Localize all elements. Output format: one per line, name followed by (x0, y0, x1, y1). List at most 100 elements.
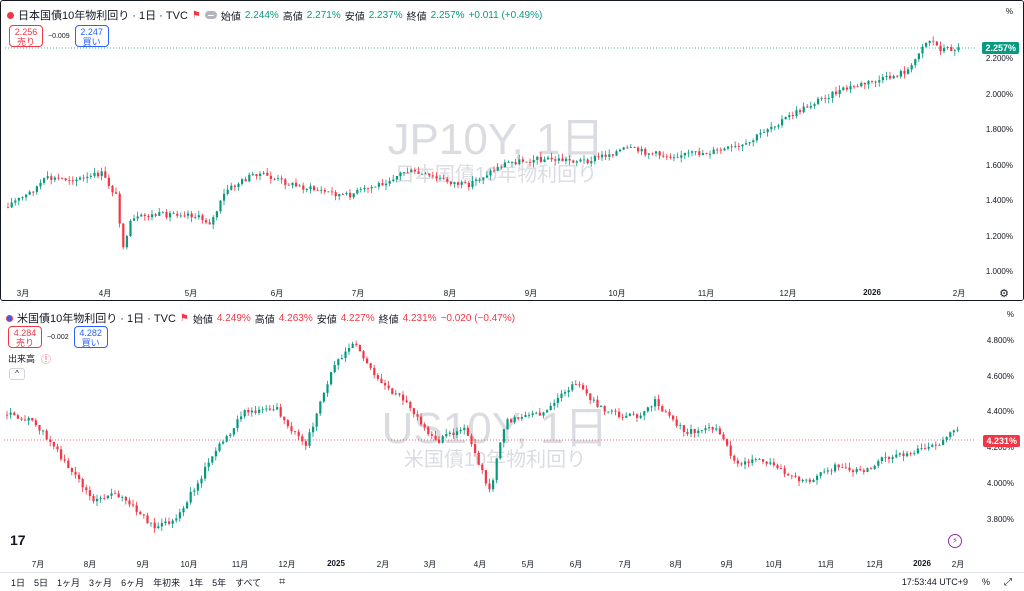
volume-label[interactable]: 出来高 (8, 354, 36, 364)
range-button[interactable]: 1年 (189, 577, 204, 588)
candle (528, 414, 531, 416)
price-tick: 1.600% (985, 160, 1013, 170)
jp10y-candles[interactable] (5, 1, 977, 283)
candle (237, 183, 240, 187)
candle (956, 429, 959, 431)
us10y-time-axis[interactable]: 7月 8月 9月 10月 11月 12月 2025 2月 3月 4月 5月 6月 7月 8月 9月 10月 11… (0, 554, 976, 572)
time-tick: 4月 (473, 560, 487, 569)
candle (183, 215, 186, 217)
flag-icon[interactable]: ⚑ (179, 312, 189, 324)
range-button[interactable]: すべて (235, 577, 262, 588)
symbol-title[interactable]: 日本国債10年物利回り · 1日 · TVC (18, 10, 188, 22)
time-tick: 7月 (618, 560, 632, 569)
candle (430, 434, 433, 436)
candle (295, 182, 298, 187)
range-button[interactable]: 5年 (212, 577, 227, 588)
range-button[interactable]: 1日 (11, 577, 26, 588)
candle (488, 483, 491, 490)
candle (207, 462, 210, 467)
candle (222, 441, 225, 444)
candle (35, 186, 38, 193)
candle (734, 145, 737, 147)
candle (250, 410, 253, 413)
time-tick: 6月 (569, 560, 583, 569)
candle (492, 480, 495, 490)
candle (899, 70, 902, 77)
candle (104, 171, 107, 178)
price-tick: 4.200% (986, 443, 1014, 453)
candle (682, 425, 685, 432)
candle (369, 363, 372, 368)
candle (456, 431, 459, 436)
sell-button[interactable]: 4.284 売り (8, 326, 42, 348)
time-tick: 9月 (136, 560, 150, 569)
candle (737, 145, 740, 147)
calendar-range-icon[interactable]: ⌗ (279, 575, 286, 588)
candle (323, 190, 326, 192)
candle (99, 498, 102, 499)
candle (759, 132, 762, 135)
percent-toggle[interactable]: % (981, 577, 990, 587)
price-tick: 2.000% (985, 89, 1013, 99)
range-button[interactable]: 3ヶ月 (89, 577, 113, 588)
candle (848, 467, 851, 471)
candle (536, 156, 539, 160)
candle (752, 140, 755, 143)
settings-gear-icon[interactable]: ⚙ (999, 288, 1009, 300)
candle (910, 65, 913, 70)
candle (878, 80, 881, 83)
candle (812, 479, 815, 483)
candle (474, 444, 477, 453)
candle (507, 162, 510, 163)
percent-label[interactable]: % (1006, 310, 1014, 319)
range-button[interactable]: 年初来 (153, 577, 181, 588)
candle (82, 177, 85, 179)
buy-button[interactable]: 2.247 買い (74, 25, 109, 47)
range-button[interactable]: 6ヶ月 (121, 577, 145, 588)
price-tick: 4.400% (986, 407, 1014, 417)
candle (387, 385, 390, 389)
candle (374, 186, 377, 188)
candle (139, 511, 142, 515)
candle (808, 479, 811, 483)
candle (153, 522, 156, 529)
candle (351, 343, 354, 348)
candle (431, 175, 434, 177)
candle (43, 178, 46, 183)
candle (309, 186, 312, 190)
candle (344, 351, 347, 359)
candle (352, 193, 355, 198)
time-tick: 8月 (669, 560, 683, 569)
flag-icon[interactable]: ⚑ (191, 9, 201, 21)
hide-eye-icon[interactable] (204, 11, 217, 19)
tradingview-logo[interactable]: 17 (10, 532, 26, 548)
range-button[interactable]: 5日 (34, 577, 49, 588)
time-tick: 5月 (184, 289, 198, 298)
candle (142, 514, 145, 516)
candle (913, 453, 916, 455)
range-button[interactable]: 1ヶ月 (57, 577, 81, 588)
jp10y-pane[interactable]: JP10Y, 1日 日本国債10年物利回り 日本国債10年物利回り · 1日 ·… (0, 0, 1024, 301)
clock[interactable]: 17:53:44 UTC+9 (901, 577, 968, 587)
lightning-icon[interactable]: ⚡ (948, 534, 962, 548)
percent-label[interactable]: % (1005, 7, 1013, 16)
us10y-candles[interactable] (4, 302, 976, 552)
symbol-title[interactable]: 米国債10年物利回り · 1日 · TVC (17, 313, 176, 325)
warning-icon[interactable]: ! (41, 353, 52, 364)
sell-button[interactable]: 2.256 売り (9, 25, 43, 47)
collapse-chevron-icon[interactable]: ^ (9, 368, 25, 380)
candle (502, 429, 505, 443)
us10y-pane[interactable]: US10Y, 1日 米国債10年物利回り 米国債10年物利回り · 1日 · T… (0, 302, 1024, 572)
candle (932, 40, 935, 42)
candle (27, 417, 30, 421)
fullscreen-icon[interactable]: ⤢ (1004, 576, 1012, 588)
candle (766, 129, 769, 133)
candle (392, 179, 395, 181)
candle (586, 159, 589, 164)
jp10y-time-axis[interactable]: 3月 4月 5月 6月 7月 8月 9月 10月 11月 12月 2026 2月 (1, 283, 977, 300)
candle (889, 75, 892, 79)
price-tick: 2.200% (985, 54, 1013, 63)
buy-button[interactable]: 4.282 買い (73, 326, 108, 348)
candle (49, 439, 52, 442)
candle (427, 427, 430, 435)
